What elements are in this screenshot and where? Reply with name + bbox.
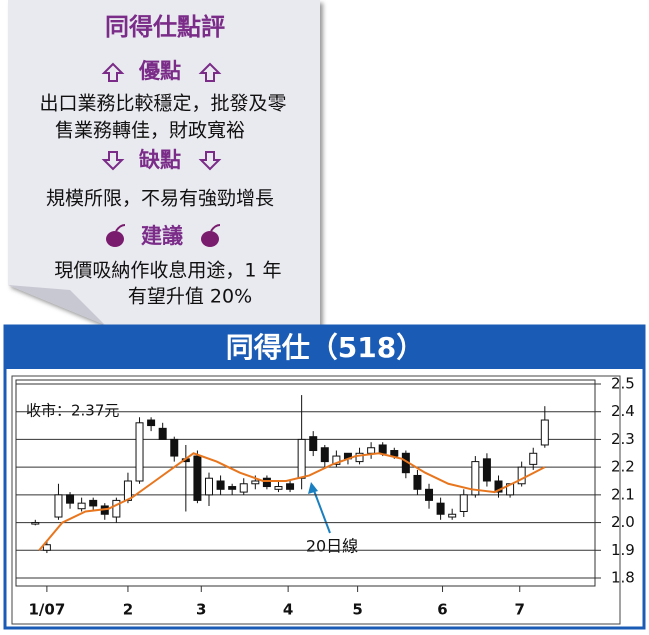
y-tick-label: 2.3 xyxy=(611,430,635,448)
candle-body xyxy=(286,483,295,490)
candle-body xyxy=(228,486,237,490)
candle-body xyxy=(216,480,225,490)
candle-body xyxy=(367,447,376,454)
candle-body xyxy=(42,544,51,551)
candle-body xyxy=(54,494,63,518)
y-tick-label: 2.2 xyxy=(611,458,635,476)
candle-body xyxy=(262,477,271,488)
candle-body xyxy=(459,494,468,512)
candle-body xyxy=(494,480,503,493)
candle-body xyxy=(413,474,422,490)
pros-heading: 優點 xyxy=(138,59,181,83)
candle-body xyxy=(471,461,480,496)
candle-body xyxy=(320,447,329,463)
candle-body xyxy=(170,438,179,457)
x-tick-label: 2 xyxy=(123,601,133,619)
pros-line: 售業務轉佳，財政寬裕 xyxy=(55,120,245,142)
x-tick-label: 3 xyxy=(196,601,206,619)
advice-line: 現價吸納作收息用途，1 年 xyxy=(54,260,281,282)
candle-body xyxy=(66,494,75,504)
candle-body xyxy=(135,422,144,482)
candle-body xyxy=(31,522,40,525)
candle-body xyxy=(309,436,318,452)
ma-line xyxy=(38,452,546,551)
card-title: 同得仕點評 xyxy=(105,13,225,41)
chart-title: 同得仕（518） xyxy=(226,331,424,364)
candle-body xyxy=(239,483,248,493)
y-tick-label: 2.1 xyxy=(611,485,635,503)
ma-pointer-head xyxy=(308,482,318,494)
candle-body xyxy=(390,450,399,457)
cons-heading: 缺點 xyxy=(139,148,181,172)
x-tick-label: 5 xyxy=(352,601,362,619)
y-tick-label: 2.0 xyxy=(611,513,635,531)
candle-body xyxy=(297,438,306,479)
candle-body xyxy=(251,480,260,485)
x-tick-label: 6 xyxy=(437,601,447,619)
candle-body xyxy=(448,513,457,518)
x-tick-label: 4 xyxy=(283,601,293,619)
candle-body xyxy=(205,477,213,496)
cons-line: 規模所限，不易有強勁增長 xyxy=(46,188,274,210)
note-card xyxy=(8,0,320,325)
candle-body xyxy=(147,419,156,427)
candle-body xyxy=(482,458,491,482)
candle-body xyxy=(158,427,167,440)
candle-body xyxy=(425,488,434,501)
close-annotation: 收市：2.37元 xyxy=(26,402,119,420)
candle-body xyxy=(77,502,86,510)
advice-heading: 建議 xyxy=(141,224,183,248)
candle-body xyxy=(332,455,341,465)
chart-header xyxy=(5,326,644,369)
x-tick-label: 1/07 xyxy=(28,601,65,619)
ma-pointer xyxy=(312,487,331,534)
candle-body xyxy=(517,466,526,485)
plot-frame xyxy=(15,379,596,587)
y-tick-label: 2.4 xyxy=(611,402,635,420)
candle-body xyxy=(529,452,538,465)
candle-body xyxy=(193,455,202,501)
candle-body xyxy=(540,419,549,446)
pros-line: 出口業務比較穩定，批發及零 xyxy=(39,93,286,115)
y-tick-label: 1.9 xyxy=(611,541,635,559)
apple-icons xyxy=(106,224,221,247)
ma-annotation: 20日線 xyxy=(306,537,358,556)
advice-line: 有望升值 20% xyxy=(128,286,252,308)
candle-body xyxy=(89,499,98,507)
up-arrows xyxy=(101,62,222,171)
y-tick-label: 1.8 xyxy=(611,569,635,587)
candle-body xyxy=(378,444,387,454)
card-fold xyxy=(8,285,105,325)
candle-body xyxy=(436,502,445,515)
x-tick-label: 7 xyxy=(515,601,525,619)
candle-body xyxy=(355,452,364,463)
candle-body xyxy=(274,486,283,490)
y-tick-label: 2.5 xyxy=(611,375,635,393)
candle-body xyxy=(112,499,121,518)
